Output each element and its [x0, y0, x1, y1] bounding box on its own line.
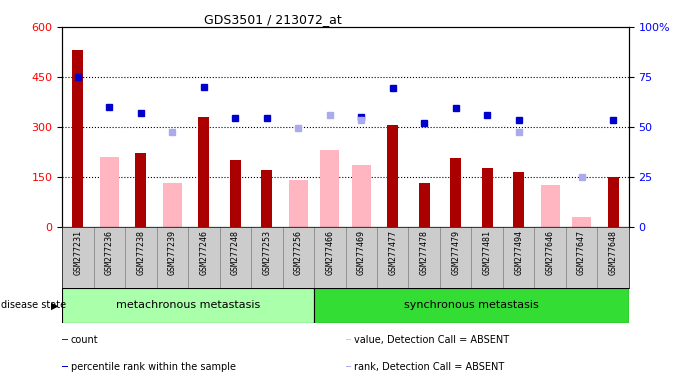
- Bar: [450, 158, 461, 227]
- Text: GSM277646: GSM277646: [546, 230, 555, 275]
- Bar: [163, 183, 182, 227]
- Text: ▶: ▶: [51, 300, 59, 310]
- Text: count: count: [70, 335, 98, 345]
- Text: GSM277231: GSM277231: [73, 230, 82, 275]
- Text: GSM277494: GSM277494: [514, 230, 523, 275]
- Text: metachronous metastasis: metachronous metastasis: [116, 300, 261, 310]
- Bar: [321, 150, 339, 227]
- Text: GSM277648: GSM277648: [609, 230, 618, 275]
- Text: GSM277238: GSM277238: [136, 230, 145, 275]
- Text: GSM277647: GSM277647: [577, 230, 586, 275]
- Bar: [607, 177, 618, 227]
- Text: GSM277479: GSM277479: [451, 230, 460, 275]
- Bar: [135, 153, 146, 227]
- Bar: [62, 339, 68, 340]
- Bar: [289, 180, 307, 227]
- Text: percentile rank within the sample: percentile rank within the sample: [70, 362, 236, 372]
- Text: GDS3501 / 213072_at: GDS3501 / 213072_at: [204, 13, 341, 26]
- Bar: [572, 217, 591, 227]
- Text: GSM277248: GSM277248: [231, 230, 240, 275]
- Text: GSM277246: GSM277246: [199, 230, 209, 275]
- Bar: [198, 117, 209, 227]
- Bar: [62, 288, 314, 323]
- Bar: [419, 183, 430, 227]
- Bar: [387, 125, 398, 227]
- Text: GSM277256: GSM277256: [294, 230, 303, 275]
- Bar: [230, 160, 241, 227]
- Bar: [352, 165, 370, 227]
- Bar: [62, 366, 68, 367]
- Bar: [346, 339, 352, 340]
- Text: GSM277481: GSM277481: [482, 230, 492, 275]
- Text: disease state: disease state: [1, 300, 66, 310]
- Text: synchronous metastasis: synchronous metastasis: [404, 300, 539, 310]
- Text: GSM277253: GSM277253: [263, 230, 272, 275]
- Text: GSM277469: GSM277469: [357, 230, 366, 275]
- Bar: [100, 157, 119, 227]
- Text: rank, Detection Call = ABSENT: rank, Detection Call = ABSENT: [354, 362, 504, 372]
- Text: GSM277466: GSM277466: [325, 230, 334, 275]
- Bar: [314, 288, 629, 323]
- Text: value, Detection Call = ABSENT: value, Detection Call = ABSENT: [354, 335, 509, 345]
- Text: GSM277477: GSM277477: [388, 230, 397, 275]
- Bar: [482, 168, 493, 227]
- Text: GSM277478: GSM277478: [419, 230, 428, 275]
- Text: GSM277236: GSM277236: [105, 230, 114, 275]
- Bar: [346, 366, 352, 367]
- Bar: [540, 185, 560, 227]
- Bar: [513, 172, 524, 227]
- Text: GSM277239: GSM277239: [168, 230, 177, 275]
- Bar: [261, 170, 272, 227]
- Bar: [73, 50, 84, 227]
